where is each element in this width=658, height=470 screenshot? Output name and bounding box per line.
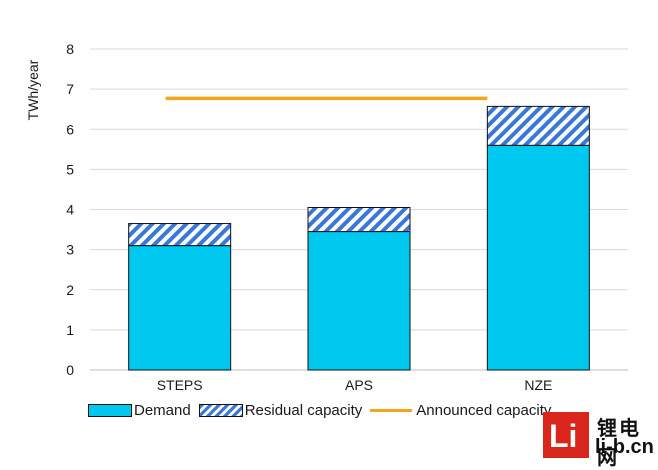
y-axis-label: TWh/year xyxy=(25,59,41,120)
legend-swatch-residual xyxy=(198,404,243,417)
legend-item-residual: Residual capacity xyxy=(198,402,363,419)
legend-label-announced: Announced capacity xyxy=(416,402,552,419)
x-tick-label: NZE xyxy=(524,377,552,393)
y-tick-label: 2 xyxy=(66,282,74,298)
watermark-logo: Li 锂电网 li-b.cn xyxy=(543,412,655,469)
y-tick-label: 5 xyxy=(66,161,74,177)
legend-swatch-demand xyxy=(88,404,132,417)
legend-item-announced: Announced capacity xyxy=(370,402,551,419)
bar-demand xyxy=(128,245,232,371)
bar-residual-capacity xyxy=(307,206,411,233)
y-tick-label: 3 xyxy=(66,242,74,258)
watermark-site-en: li-b.cn xyxy=(595,436,654,458)
chart-svg: 0 1 2 3 4 5 6 7 8 STEPS APS NZE TWh/year xyxy=(25,41,628,393)
watermark-logo-box: Li xyxy=(543,412,589,458)
legend-item-demand: Demand xyxy=(88,402,191,419)
bar-demand xyxy=(307,231,411,371)
bar-residual-capacity xyxy=(486,105,590,146)
y-tick-label: 0 xyxy=(66,362,74,378)
legend-label-demand: Demand xyxy=(134,402,191,419)
legend: Demand Residual capacity Announced capac… xyxy=(88,402,559,419)
bar-demand xyxy=(486,144,590,371)
y-tick-label: 6 xyxy=(66,121,74,137)
x-tick-label: STEPS xyxy=(157,377,203,393)
legend-swatch-announced xyxy=(370,409,413,412)
bar-residual-capacity xyxy=(128,223,232,247)
y-tick-label: 8 xyxy=(66,41,74,57)
y-tick-label: 4 xyxy=(66,202,74,218)
y-tick-label: 7 xyxy=(66,81,74,97)
watermark-site-cn: 锂电网 xyxy=(597,416,641,469)
x-tick-label: APS xyxy=(345,377,373,393)
watermark-logo-text: Li xyxy=(549,418,578,454)
y-tick-label: 1 xyxy=(66,322,74,338)
legend-label-residual: Residual capacity xyxy=(244,402,363,419)
